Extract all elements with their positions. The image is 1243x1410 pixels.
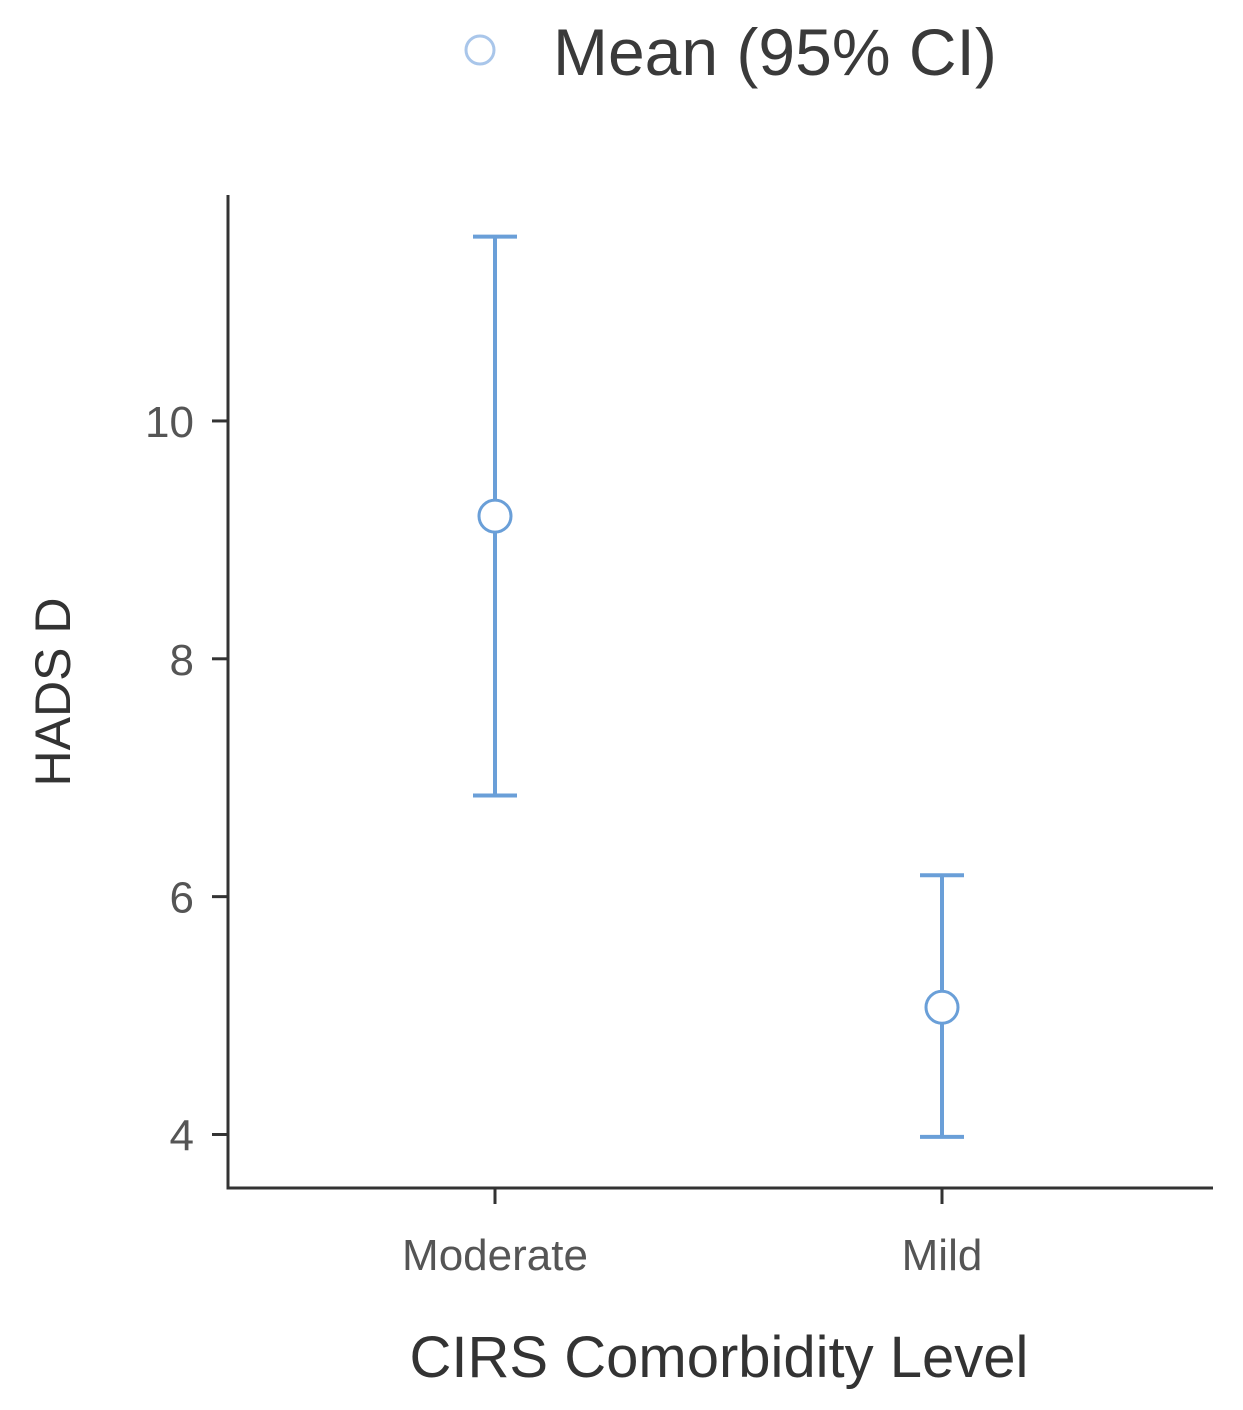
mean-point-mild (924, 989, 960, 1025)
mean-point-moderate (477, 498, 513, 534)
y-tick-label: 10 (145, 398, 194, 447)
y-tick-label: 4 (170, 1111, 194, 1160)
x-tick-label: Mild (902, 1231, 983, 1280)
y-tick-label: 8 (170, 636, 194, 685)
y-tick-label: 6 (170, 874, 194, 923)
y-axis-title: HADS D (25, 598, 81, 787)
series-0 (473, 234, 964, 1139)
axes (226, 195, 1213, 1190)
y-ticks: 4 6 8 10 (145, 398, 228, 1160)
legend: Mean (95% CI) (464, 15, 997, 89)
legend-marker (464, 34, 496, 66)
x-axis-title: CIRS Comorbidity Level (410, 1325, 1029, 1390)
x-ticks: Moderate Mild (402, 1188, 982, 1280)
series-layer (473, 234, 964, 1139)
legend-label: Mean (95% CI) (553, 15, 997, 89)
x-tick-label: Moderate (402, 1231, 588, 1280)
